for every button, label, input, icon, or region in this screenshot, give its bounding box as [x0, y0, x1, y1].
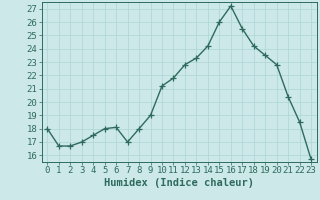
- X-axis label: Humidex (Indice chaleur): Humidex (Indice chaleur): [104, 178, 254, 188]
